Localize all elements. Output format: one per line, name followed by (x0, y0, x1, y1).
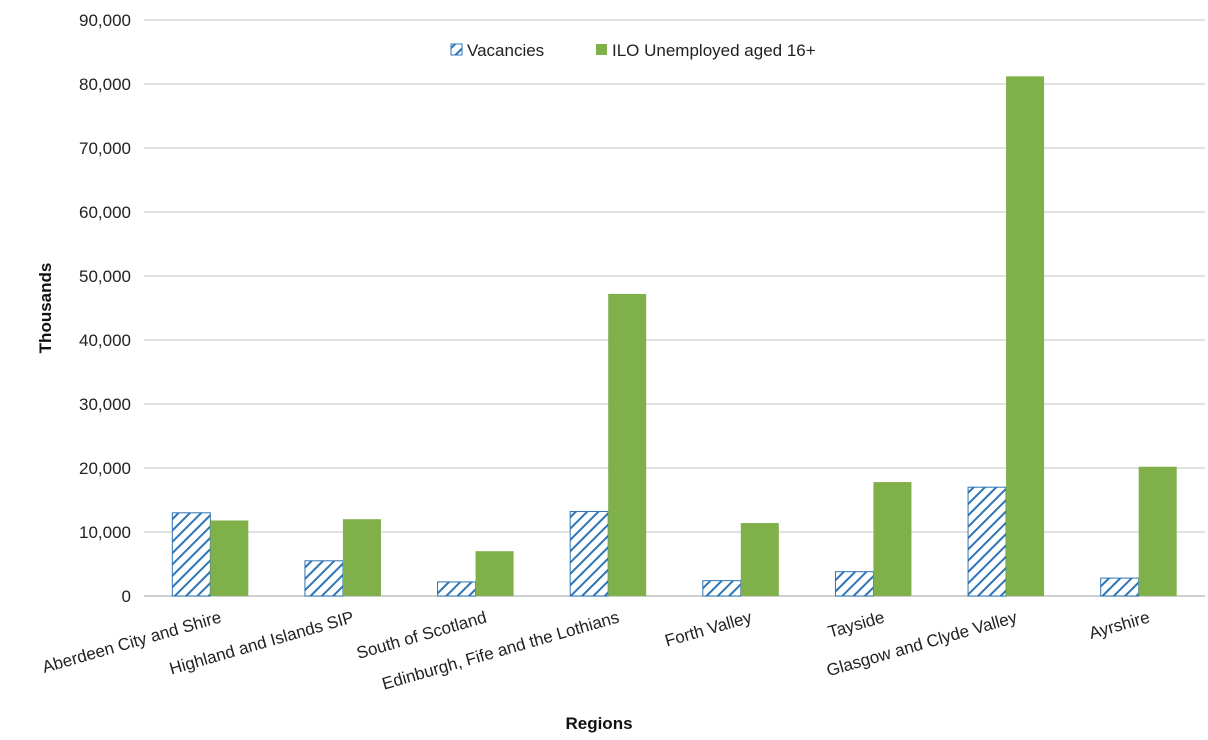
bar-vacancies (1100, 577, 1140, 597)
legend: Vacancies ILO Unemployed aged 16+ (450, 41, 816, 60)
bars (171, 76, 1177, 597)
x-axis-title: Regions (565, 714, 632, 733)
legend-swatch-ilo-unemployed (596, 44, 607, 55)
bar-ilo-unemployed (1138, 466, 1177, 596)
y-tick-label: 80,000 (79, 75, 131, 94)
bar-vacancies (304, 560, 344, 597)
y-tick-label: 60,000 (79, 203, 131, 222)
bar-vacancies (171, 512, 211, 597)
bar-ilo-unemployed (1006, 76, 1045, 596)
y-tick-label: 10,000 (79, 523, 131, 542)
legend-label-vacancies: Vacancies (467, 41, 544, 60)
y-axis-title: Thousands (36, 263, 55, 354)
bar-vacancies (569, 511, 609, 597)
bar-ilo-unemployed (475, 551, 514, 596)
bar-vacancies (967, 486, 1007, 597)
bar-ilo-unemployed (210, 520, 249, 596)
legend-label-ilo-unemployed: ILO Unemployed aged 16+ (612, 41, 816, 60)
y-tick-label: 50,000 (79, 267, 131, 286)
y-tick-label: 0 (122, 587, 131, 606)
bar-ilo-unemployed (342, 519, 381, 596)
x-category-label: Forth Valley (663, 607, 755, 650)
bar-ilo-unemployed (608, 293, 647, 596)
bar-vacancies (702, 580, 742, 597)
bar-ilo-unemployed (740, 523, 779, 596)
x-category-label: Edinburgh, Fife and the Lothians (380, 608, 621, 694)
y-tick-label: 40,000 (79, 331, 131, 350)
y-tick-label: 20,000 (79, 459, 131, 478)
legend-swatch-vacancies (450, 43, 463, 56)
x-category-label: Ayrshire (1087, 608, 1152, 643)
x-category-label: Tayside (826, 608, 887, 642)
y-axis-ticks: 0 10,000 20,000 30,000 40,000 50,000 60,000 70,… (79, 11, 131, 606)
y-tick-label: 90,000 (79, 11, 131, 30)
gridlines (144, 19, 1205, 533)
y-tick-label: 70,000 (79, 139, 131, 158)
bar-vacancies (834, 571, 874, 597)
bar-vacancies (437, 581, 477, 597)
bar-ilo-unemployed (873, 482, 912, 596)
y-tick-label: 30,000 (79, 395, 131, 414)
